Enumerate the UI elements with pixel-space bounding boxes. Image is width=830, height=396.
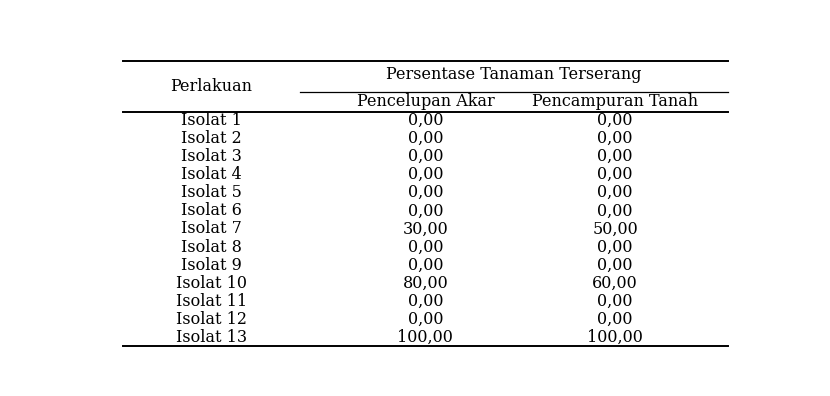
Text: 50,00: 50,00 [593,221,638,238]
Text: 0,00: 0,00 [408,148,443,165]
Text: 80,00: 80,00 [403,275,448,291]
Text: 0,00: 0,00 [408,257,443,274]
Text: Persentase Tanaman Terserang: Persentase Tanaman Terserang [386,67,642,84]
Text: Isolat 13: Isolat 13 [176,329,247,346]
Text: Isolat 10: Isolat 10 [176,275,247,291]
Text: Pencampuran Tanah: Pencampuran Tanah [532,93,698,110]
Text: 0,00: 0,00 [408,293,443,310]
Text: 0,00: 0,00 [598,238,633,255]
Text: Perlakuan: Perlakuan [170,78,252,95]
Text: 0,00: 0,00 [598,257,633,274]
Text: 0,00: 0,00 [598,130,633,147]
Text: 0,00: 0,00 [408,130,443,147]
Text: Isolat 1: Isolat 1 [181,112,242,129]
Text: 100,00: 100,00 [398,329,453,346]
Text: Isolat 2: Isolat 2 [181,130,242,147]
Text: Isolat 11: Isolat 11 [176,293,247,310]
Text: Isolat 9: Isolat 9 [181,257,242,274]
Text: 0,00: 0,00 [598,112,633,129]
Text: 0,00: 0,00 [598,311,633,328]
Text: 0,00: 0,00 [598,166,633,183]
Text: 60,00: 60,00 [593,275,638,291]
Text: Isolat 3: Isolat 3 [181,148,242,165]
Text: Isolat 8: Isolat 8 [181,238,242,255]
Text: 0,00: 0,00 [408,166,443,183]
Text: Pencelupan Akar: Pencelupan Akar [357,93,494,110]
Text: Isolat 5: Isolat 5 [181,184,242,201]
Text: 100,00: 100,00 [587,329,643,346]
Text: 0,00: 0,00 [598,148,633,165]
Text: 0,00: 0,00 [598,293,633,310]
Text: 0,00: 0,00 [408,202,443,219]
Text: 0,00: 0,00 [408,184,443,201]
Text: 0,00: 0,00 [598,202,633,219]
Text: Isolat 7: Isolat 7 [181,221,242,238]
Text: 0,00: 0,00 [408,112,443,129]
Text: Isolat 6: Isolat 6 [181,202,242,219]
Text: Isolat 4: Isolat 4 [181,166,242,183]
Text: Isolat 12: Isolat 12 [176,311,247,328]
Text: 0,00: 0,00 [408,238,443,255]
Text: 0,00: 0,00 [408,311,443,328]
Text: 30,00: 30,00 [403,221,448,238]
Text: 0,00: 0,00 [598,184,633,201]
